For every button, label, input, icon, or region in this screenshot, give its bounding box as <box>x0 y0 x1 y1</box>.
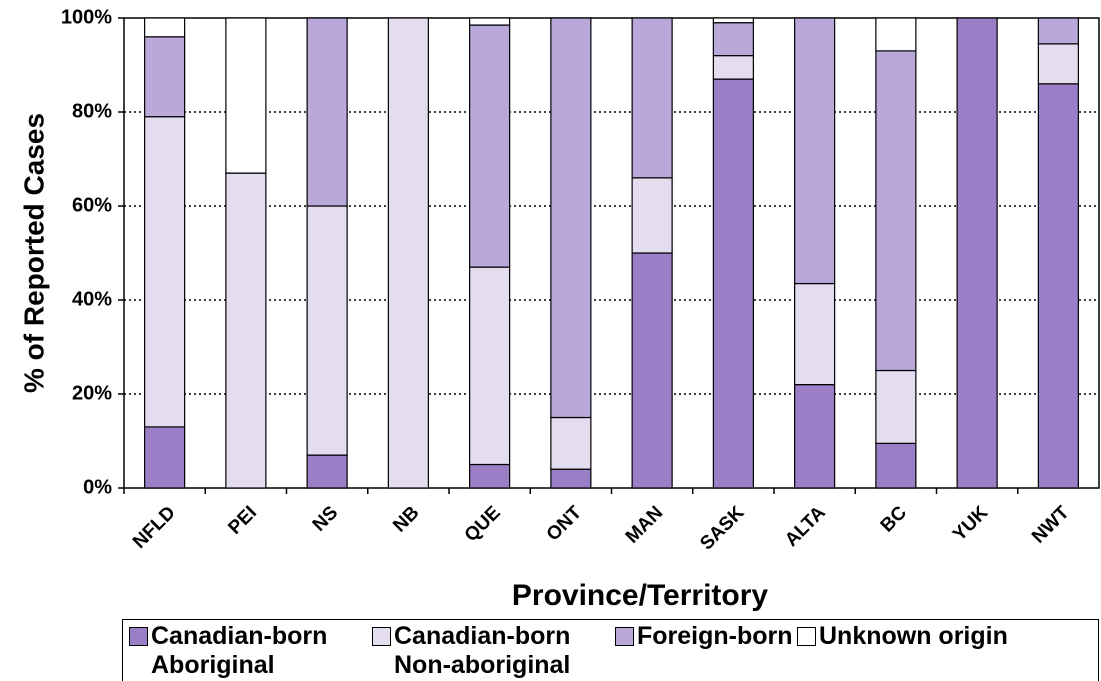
x-tick-label: NB <box>389 502 423 536</box>
legend-swatch <box>797 627 816 646</box>
bar-segment <box>306 205 348 456</box>
bar-segment <box>387 17 429 489</box>
legend: Canadian-born Aboriginal Canadian-born No… <box>122 619 1099 681</box>
bar-segment <box>225 17 267 174</box>
legend-swatch <box>372 627 391 646</box>
legend-item: Canadian-born Non-aboriginal <box>372 622 615 681</box>
x-tick-label: QUE <box>461 502 505 546</box>
bar-segment <box>469 266 511 466</box>
x-tick-label: ALTA <box>781 502 830 551</box>
bar-segment <box>469 17 511 26</box>
x-tick-label: ONT <box>543 502 586 545</box>
bar-segment <box>794 384 836 489</box>
bar-segment <box>144 426 186 489</box>
bar-segment <box>306 454 348 489</box>
bar-segment <box>144 17 186 38</box>
x-axis-title: Province/Territory <box>512 579 769 612</box>
legend-swatch <box>129 627 148 646</box>
plot-frame <box>123 17 1100 489</box>
legend-item: Canadian-born Aboriginal <box>129 622 372 681</box>
bar-segment <box>712 22 754 57</box>
bar-segment <box>1037 17 1079 45</box>
bar-segment <box>550 416 592 470</box>
bar-segment <box>712 78 754 489</box>
bar-segment <box>631 252 673 489</box>
bar-segment <box>469 24 511 268</box>
x-tick-label: BC <box>877 502 911 536</box>
bar-segment <box>306 17 348 207</box>
bar-segment <box>712 17 754 24</box>
y-tick-label: 100% <box>61 6 112 28</box>
bar-segment <box>794 17 836 285</box>
legend-label: Canadian-born Aboriginal <box>151 622 328 679</box>
x-tick-label: MAN <box>622 502 667 547</box>
legend-item: Unknown origin <box>797 622 1097 681</box>
bar-segment <box>1037 43 1079 85</box>
bar-segment <box>1037 83 1079 489</box>
bar-segment <box>631 177 673 254</box>
y-tick-label: 0% <box>83 476 112 498</box>
x-tick-label: YUK <box>949 502 992 545</box>
bar-segment <box>956 17 998 489</box>
legend-item: Foreign-born <box>615 622 797 681</box>
x-tick-label: NS <box>309 502 343 536</box>
legend-swatch <box>615 627 634 646</box>
y-axis-title: % of Reported Cases <box>18 113 49 393</box>
bar-segment <box>225 172 267 489</box>
x-tick-label: NWT <box>1028 502 1074 548</box>
y-tick-label: 20% <box>72 382 112 404</box>
bar-segment <box>794 282 836 386</box>
bar-segment <box>875 442 917 489</box>
bar-segment <box>550 17 592 419</box>
y-tick-label: 60% <box>72 194 112 216</box>
x-tick-label: SASK <box>696 502 748 554</box>
bar-segment <box>469 463 511 489</box>
chart: % of Reported Cases Province/Territory 0… <box>18 6 1100 612</box>
bar-segment <box>875 17 917 52</box>
bar-segment <box>631 17 673 179</box>
legend-label: Unknown origin <box>819 622 1008 650</box>
x-tick-label: NFLD <box>129 502 180 553</box>
bar-segment <box>875 369 917 444</box>
y-tick-label: 80% <box>72 100 112 122</box>
legend-label: Foreign-born <box>637 622 793 650</box>
bar-segment <box>712 54 754 80</box>
legend-label: Canadian-born Non-aboriginal <box>394 622 571 679</box>
bar-segment <box>144 116 186 428</box>
bar-segment <box>875 50 917 372</box>
bar-segment <box>550 468 592 489</box>
y-tick-label: 40% <box>72 288 112 310</box>
bar-segment <box>144 36 186 118</box>
x-tick-label: PEI <box>224 502 261 539</box>
